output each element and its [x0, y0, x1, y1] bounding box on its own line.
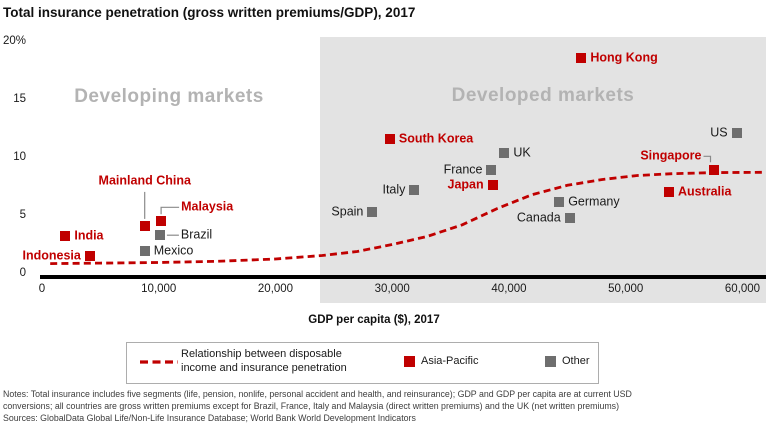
label-japan: Japan [447, 177, 484, 192]
label-singapore: Singapore [640, 148, 702, 163]
x-tick-50-000: 50,000 [608, 283, 644, 295]
point-mexico [139, 246, 150, 257]
zone-label-developed-markets: Developed markets [451, 85, 635, 106]
footnotes: Notes: Total insurance includes five seg… [3, 388, 768, 425]
point-us [731, 128, 742, 139]
point-india [60, 231, 71, 242]
point-japan [487, 180, 498, 191]
y-tick-0: 0 [19, 266, 26, 279]
label-malaysia: Malaysia [181, 199, 234, 214]
developed-markets-band [320, 37, 766, 303]
label-india: India [74, 228, 104, 243]
point-indonesia [84, 251, 95, 262]
legend-other-swatch [545, 356, 556, 367]
x-tick-0: 0 [38, 283, 46, 295]
label-spain: Spain [331, 204, 364, 219]
zone-label-developing-markets: Developing markets [74, 86, 264, 107]
label-hong-kong: Hong Kong [590, 50, 658, 65]
x-tick-60-000: 60,000 [724, 283, 761, 295]
point-uk [499, 147, 510, 158]
point-hong-kong [576, 52, 587, 63]
label-germany: Germany [568, 194, 620, 209]
label-leader-line [160, 206, 180, 215]
label-australia: Australia [677, 184, 732, 199]
point-mainland-china [139, 220, 150, 231]
point-france [486, 165, 497, 176]
point-south-korea [384, 133, 395, 144]
x-tick-40-000: 40,000 [491, 283, 527, 295]
label-mexico: Mexico [153, 243, 194, 258]
legend-trend-label: Relationship between disposable income a… [181, 348, 347, 375]
point-brazil [154, 230, 165, 241]
legend-trend-label-line2: income and insurance penetration [181, 361, 347, 374]
chart-title: Total insurance penetration (gross writt… [3, 5, 416, 20]
y-tick-20-: 20% [2, 34, 26, 47]
label-us: US [710, 125, 728, 140]
trend-curve-layer [50, 155, 764, 265]
footnote-line2: conversions; all countries are gross wri… [3, 401, 620, 412]
scatter-plot: Developing markets Developed markets 20%… [2, 34, 766, 303]
label-mainland-china: Mainland China [98, 173, 191, 188]
point-singapore [709, 165, 720, 176]
label-uk: UK [513, 145, 531, 160]
x-tick-30-000: 30,000 [374, 283, 410, 295]
legend-box: Relationship between disposable income a… [126, 342, 599, 384]
point-italy [409, 184, 420, 195]
label-france: France [443, 162, 483, 177]
legend-asia-pacific-swatch [404, 356, 415, 367]
legend-other-label: Other [562, 355, 590, 367]
y-tick-10: 10 [13, 150, 26, 163]
point-germany [554, 196, 565, 207]
legend-dashed-line-icon [140, 360, 178, 364]
y-tick-5: 5 [19, 208, 26, 221]
point-canada [564, 212, 575, 223]
x-tick-10-000: 10,000 [141, 283, 177, 295]
label-leader-line [703, 155, 712, 163]
label-canada: Canada [516, 210, 561, 225]
legend-trend-label-line1: Relationship between disposable [181, 348, 342, 360]
y-tick-15: 15 [13, 92, 26, 105]
trend-curve [50, 170, 764, 265]
x-axis-title: GDP per capita ($), 2017 [308, 314, 440, 326]
label-italy: Italy [382, 182, 406, 197]
x-axis-line [40, 275, 766, 279]
x-tick-20-000: 20,000 [257, 283, 294, 295]
point-malaysia [156, 216, 167, 227]
footnote-line3: Sources: GlobalData Global Life/Non-Life… [3, 413, 416, 424]
point-spain [367, 207, 378, 218]
footnote-line1: Notes: Total insurance includes five seg… [3, 389, 632, 399]
label-south-korea: South Korea [398, 131, 474, 146]
legend-asia-pacific-label: Asia-Pacific [421, 355, 479, 367]
point-australia [663, 187, 674, 198]
label-brazil: Brazil [180, 227, 213, 242]
label-indonesia: Indonesia [22, 248, 81, 263]
